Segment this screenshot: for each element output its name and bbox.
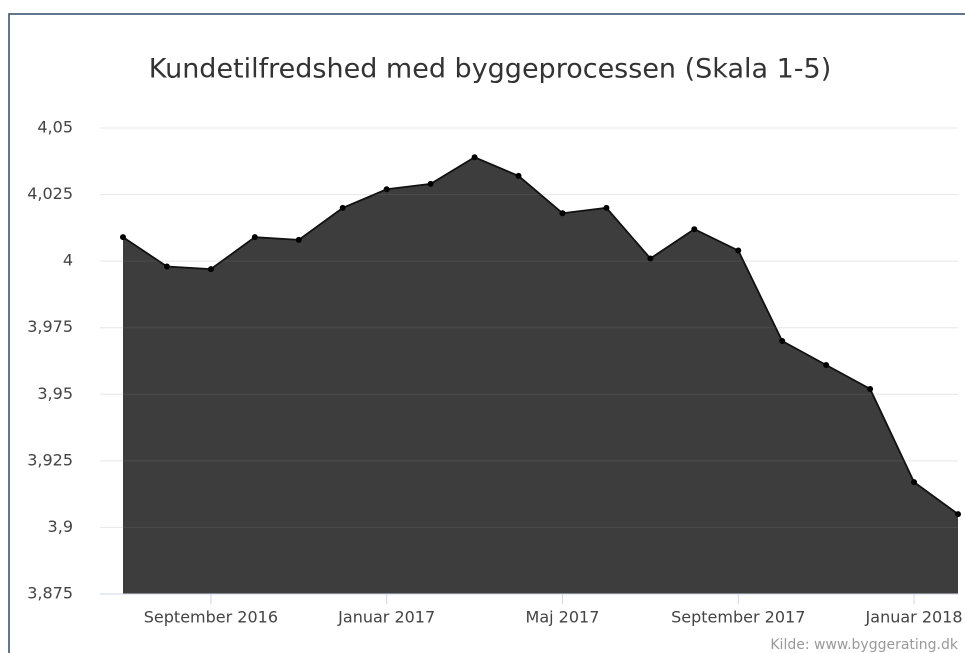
point	[120, 234, 126, 241]
point	[163, 263, 170, 270]
point	[471, 154, 478, 161]
y-tick-label: 3,9	[48, 517, 73, 536]
source: Kilde: www.byggerating.dk	[770, 637, 959, 653]
x-tick-label: September 2017	[671, 608, 805, 627]
point	[339, 204, 346, 211]
x-tick-label: Januar 2017	[337, 608, 435, 627]
point	[779, 338, 786, 345]
x-tick-label: Januar 2018	[865, 608, 963, 627]
line	[122, 156, 959, 515]
point	[647, 255, 654, 262]
y-tick-label: 4	[63, 251, 73, 270]
y-tick-label: 3,875	[27, 584, 73, 603]
y-tick-label: 3,925	[27, 450, 73, 469]
point	[867, 385, 874, 392]
y-tick-label: 3,975	[27, 317, 73, 336]
point	[735, 247, 742, 254]
chart-title: Kundetilfredshed med byggeprocessen (Ska…	[149, 54, 832, 85]
point	[911, 479, 918, 486]
x-tick-label: Maj 2017	[526, 608, 600, 627]
point	[427, 180, 434, 187]
point	[691, 226, 698, 233]
point	[603, 204, 610, 211]
point	[559, 210, 566, 217]
y-tick-label: 4,025	[27, 184, 73, 203]
x-tick-label: September 2016	[144, 608, 278, 627]
point	[955, 511, 961, 518]
y-tick-label: 3,95	[37, 384, 73, 403]
y-tick-label: 4,05	[37, 118, 73, 137]
point	[251, 234, 258, 241]
point	[295, 236, 302, 243]
point	[515, 172, 522, 179]
point	[383, 186, 390, 193]
point	[207, 266, 214, 273]
point	[823, 361, 830, 368]
area	[123, 157, 958, 594]
